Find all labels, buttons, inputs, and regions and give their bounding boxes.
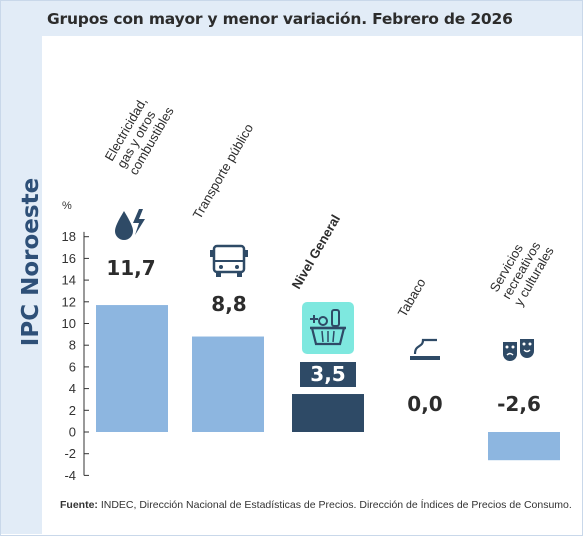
- source-note: Fuente: INDEC, Dirección Nacional de Est…: [60, 499, 572, 511]
- y-tick-label: 16: [62, 251, 76, 266]
- category-label: Serviciosrecreativosy culturales: [487, 230, 557, 309]
- value-label: 11,7: [106, 256, 155, 280]
- energy-icon: [105, 196, 157, 248]
- category-label: Electricidad,gas y otroscombustibles: [102, 90, 177, 178]
- y-tick-label: 12: [62, 294, 76, 309]
- side-band: [1, 1, 42, 534]
- category-label: Transporte público: [190, 121, 257, 221]
- value-label-highlight: [300, 362, 356, 387]
- y-axis-unit-label: %: [62, 200, 72, 212]
- theater-masks-icon: [493, 324, 545, 376]
- bar: [96, 305, 168, 432]
- y-tick-label: 8: [69, 338, 76, 353]
- y-tick-label: -4: [64, 468, 76, 483]
- y-tick-label: 14: [62, 273, 76, 288]
- bar: [488, 432, 560, 461]
- category-label: Tabaco: [395, 276, 429, 320]
- y-tick-label: -2: [64, 446, 76, 461]
- value-label: 3,5: [310, 362, 345, 386]
- source-prefix: Fuente:: [60, 499, 98, 511]
- y-tick-label: 6: [69, 359, 76, 374]
- source-text: INDEC, Dirección Nacional de Estadística…: [100, 499, 572, 511]
- bus-icon: [203, 234, 255, 286]
- category-label: Nivel General: [289, 212, 344, 291]
- bar: [192, 336, 264, 432]
- value-label: 8,8: [211, 292, 246, 316]
- y-tick-label: 0: [69, 425, 76, 440]
- chart-title: Grupos con mayor y menor variación. Febr…: [47, 10, 513, 28]
- cigarette-icon: [399, 324, 451, 376]
- bar: [292, 394, 364, 432]
- y-tick-label: 10: [62, 316, 76, 331]
- y-tick-label: 18: [62, 229, 76, 244]
- y-tick-label: 2: [69, 403, 76, 418]
- basket-icon: [302, 302, 354, 354]
- value-label: -2,6: [497, 392, 541, 416]
- y-tick-label: 4: [69, 381, 76, 396]
- title-band: [42, 1, 582, 36]
- value-label: 0,0: [407, 392, 442, 416]
